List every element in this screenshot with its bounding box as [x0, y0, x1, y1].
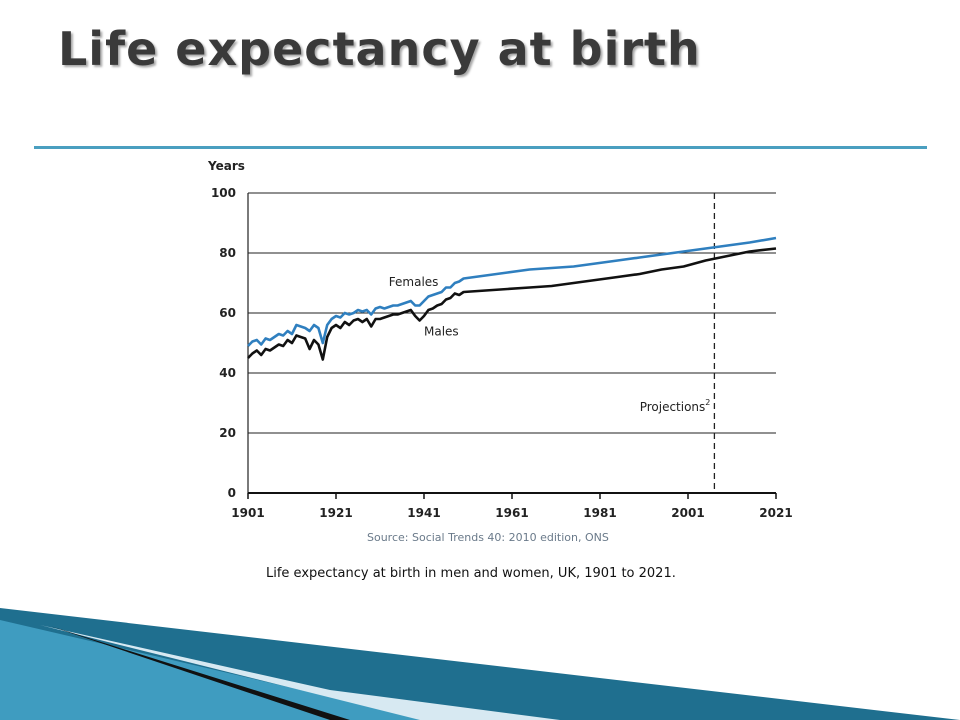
- y-axis-label: Years: [207, 159, 245, 173]
- y-tick-label: 40: [219, 366, 236, 380]
- y-tick-label: 20: [219, 426, 236, 440]
- series-line-males: [247, 247, 777, 361]
- x-tick-label: 1921: [319, 506, 352, 520]
- x-tick-label: 1961: [495, 506, 528, 520]
- x-tick-label: 2001: [671, 506, 704, 520]
- x-tick-label: 1901: [231, 506, 264, 520]
- slide-title: Life expectancy at birth: [58, 22, 701, 76]
- y-tick-label: 100: [211, 186, 236, 200]
- projection-label: Projections2: [640, 398, 711, 414]
- y-tick-label: 80: [219, 246, 236, 260]
- y-tick-label: 0: [228, 486, 236, 500]
- chart-caption: Life expectancy at birth in men and wome…: [266, 566, 676, 581]
- series-label-males: Males: [424, 325, 459, 339]
- title-divider: [34, 146, 927, 149]
- series-line-females: [247, 236, 777, 347]
- x-tick-label: 1981: [583, 506, 616, 520]
- x-tick-label: 1941: [407, 506, 440, 520]
- y-tick-label: 60: [219, 306, 236, 320]
- source-note: Source: Social Trends 40: 2010 edition, …: [367, 531, 609, 544]
- series-label-females: Females: [389, 275, 439, 289]
- x-tick-label: 2021: [759, 506, 792, 520]
